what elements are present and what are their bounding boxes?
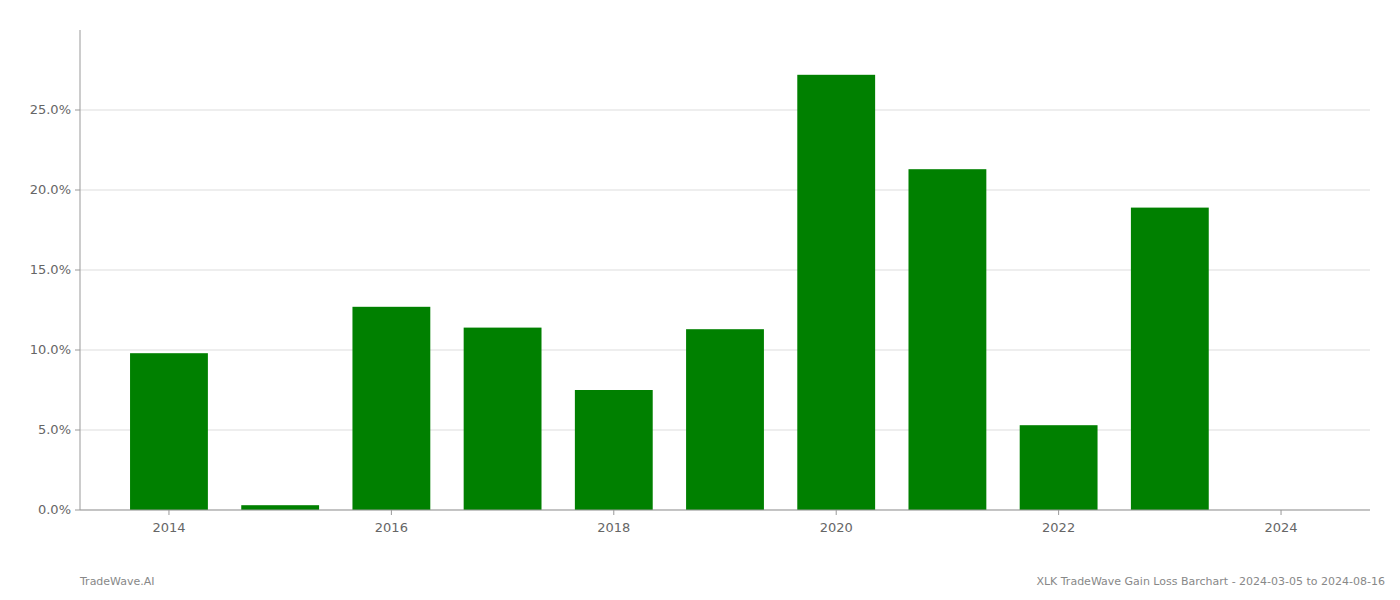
y-tick-label: 5.0% — [38, 422, 71, 437]
y-tick — [75, 430, 80, 431]
y-tick — [75, 510, 80, 511]
page: {"chart_data": {"type": "bar", "x": [201… — [0, 0, 1400, 600]
y-tick — [75, 350, 80, 351]
x-tick-label: 2022 — [1042, 520, 1075, 535]
x-axis-line — [80, 510, 1370, 511]
x-tick-label: 2024 — [1264, 520, 1297, 535]
bar — [352, 307, 430, 510]
footer-right: XLK TradeWave Gain Loss Barchart - 2024-… — [1036, 575, 1385, 588]
chart-svg: 0.0% 5.0% 10.0% 15.0% 20.0% 25.0% 2014 2016 2018… — [0, 0, 1400, 600]
bar — [686, 329, 764, 510]
y-axis-line — [80, 30, 81, 510]
bar — [575, 390, 653, 510]
x-tick-label: 2020 — [820, 520, 853, 535]
bar — [1020, 425, 1098, 510]
x-tick — [1281, 510, 1282, 515]
x-tick — [168, 510, 169, 515]
y-tick-label: 20.0% — [30, 182, 71, 197]
y-tick-label: 0.0% — [38, 502, 71, 517]
grid-line — [80, 190, 1370, 191]
x-tick — [1058, 510, 1059, 515]
footer-left: TradeWave.AI — [79, 575, 155, 588]
chart-container: 0.0% 5.0% 10.0% 15.0% 20.0% 25.0% 2014 2016 2018… — [0, 0, 1400, 600]
footer: TradeWave.AI XLK TradeWave Gain Loss Barc… — [79, 575, 1385, 588]
bar — [464, 328, 542, 510]
bar — [1131, 208, 1209, 510]
x-tick — [613, 510, 614, 515]
grid-line — [80, 110, 1370, 111]
bar — [130, 353, 208, 510]
x-axis: 2014 2016 2018 2020 2022 2024 — [80, 510, 1370, 535]
bars — [130, 75, 1209, 510]
y-tick — [75, 110, 80, 111]
x-tick — [391, 510, 392, 515]
y-tick-label: 15.0% — [30, 262, 71, 277]
y-tick — [75, 190, 80, 191]
y-tick-label: 25.0% — [30, 102, 71, 117]
x-tick-label: 2016 — [375, 520, 408, 535]
y-axis: 0.0% 5.0% 10.0% 15.0% 20.0% 25.0% — [30, 30, 80, 517]
x-tick-label: 2014 — [152, 520, 185, 535]
bar — [908, 169, 986, 510]
grid-line — [80, 510, 1370, 511]
bar — [241, 505, 319, 510]
y-tick — [75, 270, 80, 271]
y-grid — [80, 110, 1370, 510]
bar — [797, 75, 875, 510]
x-tick — [836, 510, 837, 515]
x-tick-label: 2018 — [597, 520, 630, 535]
y-tick-label: 10.0% — [30, 342, 71, 357]
